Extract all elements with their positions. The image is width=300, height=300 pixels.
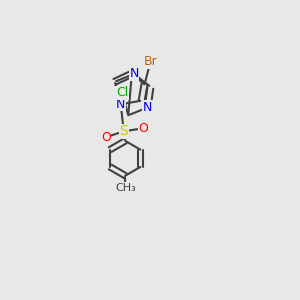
Text: Cl: Cl (116, 86, 128, 99)
Text: N: N (129, 68, 139, 80)
Text: N: N (116, 98, 125, 111)
Text: Br: Br (144, 56, 158, 68)
Text: S: S (119, 124, 128, 138)
Text: O: O (138, 122, 148, 135)
Text: N: N (143, 101, 152, 114)
Text: CH₃: CH₃ (115, 183, 136, 193)
Text: O: O (101, 131, 111, 144)
